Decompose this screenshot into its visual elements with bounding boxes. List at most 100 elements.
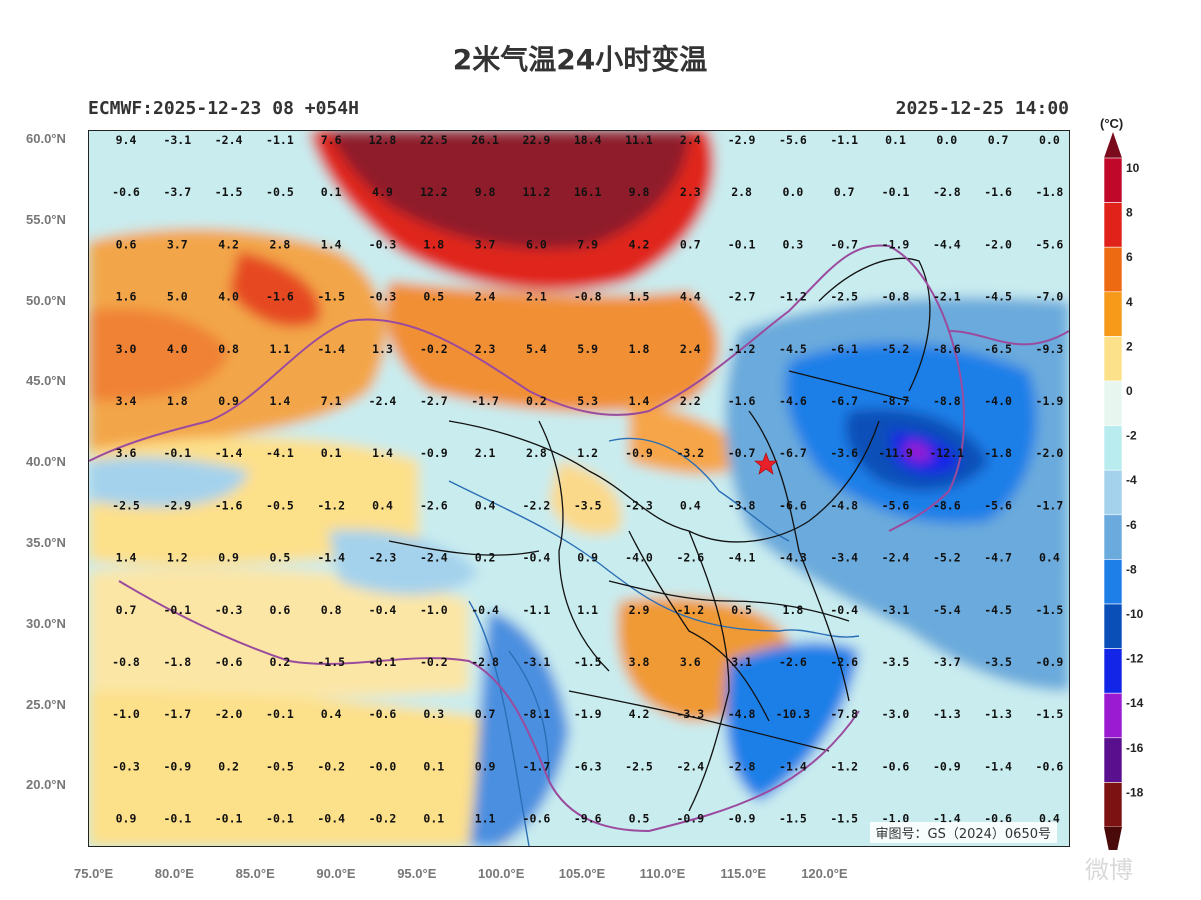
station-value: 3.7 xyxy=(167,237,188,251)
station-value: -4.5 xyxy=(984,290,1012,304)
station-value: 1.4 xyxy=(321,237,342,251)
latitude-label: 40.0°N xyxy=(26,454,66,470)
station-value: -3.3 xyxy=(676,707,704,721)
station-value: -1.2 xyxy=(728,342,756,356)
station-value: -2.1 xyxy=(933,290,961,304)
station-value: -5.6 xyxy=(882,498,910,512)
station-value: -2.6 xyxy=(779,655,807,669)
station-value: 1.8 xyxy=(167,394,188,408)
station-value: -5.2 xyxy=(933,551,961,565)
colorbar-tick-label: -6 xyxy=(1126,518,1137,532)
station-value: 3.0 xyxy=(116,342,137,356)
station-value: 3.6 xyxy=(680,655,701,669)
colorbar-tick-label: -18 xyxy=(1126,785,1144,799)
station-value: -2.2 xyxy=(523,498,551,512)
station-value: -4.1 xyxy=(266,446,294,460)
latitude-label: 30.0°N xyxy=(26,615,66,631)
station-value: 2.8 xyxy=(731,185,752,199)
station-value: -1.5 xyxy=(779,812,807,826)
station-value: -0.6 xyxy=(215,655,243,669)
station-value: 0.5 xyxy=(270,551,291,565)
station-value: 0.1 xyxy=(321,446,342,460)
national-boundary xyxy=(89,244,1069,833)
latitude-label: 50.0°N xyxy=(26,292,66,308)
station-value: 0.9 xyxy=(218,394,239,408)
longitude-label: 115.0°E xyxy=(720,866,767,881)
station-value: -2.9 xyxy=(163,498,191,512)
station-value: 0.4 xyxy=(372,498,393,512)
station-value: 0.8 xyxy=(218,342,239,356)
longitude-label: 120.0°E xyxy=(801,866,848,881)
station-value: -1.4 xyxy=(215,446,243,460)
colorbar: 10 8 6 4 2 0 -2 -4 -6 -8 -10 -12 -14 -16 -18 xyxy=(1103,132,1144,850)
station-value: 0.9 xyxy=(577,551,598,565)
colorbar-tick-label: -8 xyxy=(1126,562,1137,576)
colorbar-tick-label: -10 xyxy=(1126,607,1144,621)
station-value: -1.8 xyxy=(163,655,191,669)
station-value: -5.6 xyxy=(984,498,1012,512)
station-value: -0.6 xyxy=(523,812,551,826)
station-value: -0.3 xyxy=(369,237,397,251)
colorbar-band xyxy=(1103,559,1123,605)
station-value: -1.4 xyxy=(317,342,345,356)
station-value: -3.7 xyxy=(163,185,191,199)
station-value: 1.8 xyxy=(423,237,444,251)
colorbar-band xyxy=(1103,246,1123,293)
station-value: -1.6 xyxy=(215,498,243,512)
station-value: 0.9 xyxy=(218,551,239,565)
temperature-change-map: 9.4 -3.1 -2.4 -1.1 7.6 12.8 22.5 26.1 22.9 18.4 11… xyxy=(89,131,1069,846)
colorbar-tick-label: -16 xyxy=(1126,741,1144,755)
station-value-grid: 9.4 -3.1 -2.4 -1.1 7.6 12.8 22.5 26.1 22.9 18.4 11… xyxy=(112,133,1063,826)
station-value: 3.7 xyxy=(475,237,496,251)
station-value: -5.6 xyxy=(779,133,807,147)
station-value: 0.5 xyxy=(423,290,444,304)
station-value: -3.2 xyxy=(676,446,704,460)
station-value: 0.2 xyxy=(270,655,291,669)
station-value: -0.8 xyxy=(574,290,602,304)
station-value: -1.9 xyxy=(882,237,910,251)
station-value: -3.5 xyxy=(574,498,602,512)
colorbar-tick-label: -4 xyxy=(1126,473,1137,487)
station-value: -2.3 xyxy=(625,498,653,512)
station-value: 18.4 xyxy=(574,133,602,147)
colorbar-band xyxy=(1103,336,1123,382)
station-value: -1.5 xyxy=(1036,707,1064,721)
station-value: 2.1 xyxy=(526,290,547,304)
station-value: 3.4 xyxy=(116,394,137,408)
map-approval-number: 审图号：GS（2024）0650号 xyxy=(869,822,1057,843)
station-value: -0.3 xyxy=(369,290,397,304)
station-value: -0.4 xyxy=(369,603,397,617)
station-value: 1.8 xyxy=(629,342,650,356)
station-value: 0.6 xyxy=(116,237,137,251)
station-value: 2.8 xyxy=(526,446,547,460)
station-value: -2.7 xyxy=(420,394,448,408)
station-value: 4.2 xyxy=(218,237,239,251)
station-value: -0.4 xyxy=(830,603,858,617)
station-value: -2.5 xyxy=(830,290,858,304)
station-value: 3.1 xyxy=(731,655,752,669)
shaded-field xyxy=(89,131,1069,846)
station-value: 0.2 xyxy=(526,394,547,408)
latitude-label: 60.0°N xyxy=(26,131,66,146)
station-value: -2.0 xyxy=(984,237,1012,251)
station-value: 2.1 xyxy=(475,446,496,460)
station-value: -6.6 xyxy=(779,498,807,512)
station-value: 7.9 xyxy=(577,237,598,251)
station-value: -0.0 xyxy=(369,759,397,773)
station-value: -4.0 xyxy=(984,394,1012,408)
station-value: -2.4 xyxy=(420,551,448,565)
station-value: -8.6 xyxy=(933,342,961,356)
colorbar-tick-label: 8 xyxy=(1126,206,1133,220)
station-value: -0.5 xyxy=(266,185,294,199)
colorbar-max-arrow xyxy=(1104,132,1122,158)
map-title: 2米气温24小时变温 xyxy=(452,43,708,76)
station-value: -2.3 xyxy=(369,551,397,565)
station-value: -0.8 xyxy=(112,655,140,669)
station-value: 1.4 xyxy=(372,446,393,460)
station-value: -0.3 xyxy=(215,603,243,617)
station-value: -3.0 xyxy=(882,707,910,721)
station-value: 0.7 xyxy=(475,707,496,721)
station-value: -0.5 xyxy=(266,759,294,773)
station-value: -0.6 xyxy=(882,759,910,773)
station-value: -4.6 xyxy=(779,394,807,408)
